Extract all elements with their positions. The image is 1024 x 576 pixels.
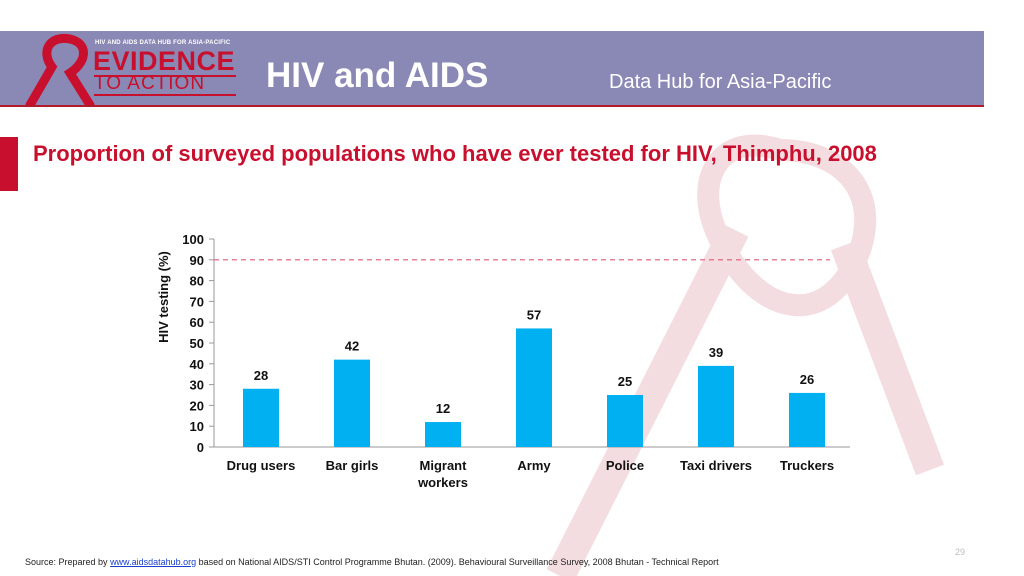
logo-divider-top [94,75,236,77]
data-label: 25 [618,374,632,389]
bar [607,395,643,447]
x-tick-label: Army [517,458,551,473]
bar [243,388,279,447]
red-ribbon-icon [25,33,95,105]
header-subtitle: Data Hub for Asia-Pacific [609,71,832,93]
x-tick-label: Truckers [780,458,834,473]
header-banner: HIV AND AIDS DATA HUB FOR ASIA-PACIFIC E… [0,31,984,107]
x-tick-label: Bar girls [326,458,379,473]
y-tick-label: 30 [190,378,204,393]
bar [698,365,734,447]
evidence-to-action-logo: HIV AND AIDS DATA HUB FOR ASIA-PACIFIC E… [0,31,245,105]
logo-word-evidence: EVIDENCE [93,46,236,76]
x-tick-label: Police [606,458,644,473]
y-tick-label: 80 [190,274,204,289]
chart-title: Proportion of surveyed populations who h… [33,141,877,166]
y-tick-label: 0 [197,440,204,455]
logo-tagline: HIV AND AIDS DATA HUB FOR ASIA-PACIFIC [95,40,231,46]
y-tick-label: 20 [190,398,204,413]
bar-series: 28 42 12 57 25 39 26 [243,307,825,447]
x-axis: Drug users Bar girls Migrant workers Army Pol… [214,446,850,490]
x-tick-label: Taxi drivers [680,458,752,473]
y-tick-label: 90 [190,253,204,268]
source-link[interactable]: www.aidsdatahub.org [110,557,197,567]
logo-word-to-action: TO ACTION [94,73,206,94]
bar [334,359,370,447]
x-tick-label: workers [417,475,468,490]
data-label: 57 [527,307,541,322]
data-label: 42 [345,339,359,354]
bar [425,422,461,447]
x-tick-label: Drug users [227,458,296,473]
y-tick-label: 100 [182,232,204,247]
y-tick-label: 60 [190,315,204,330]
data-label: 12 [436,401,450,416]
source-footer: Source: Prepared by www.aidsdatahub.org … [25,557,719,567]
y-axis: 0 10 20 30 40 50 60 70 80 90 100 [182,232,215,455]
y-tick-label: 50 [190,336,204,351]
y-axis-label: HIV testing (%) [156,251,171,343]
bar [516,328,552,447]
title-marker [0,137,18,191]
bar [789,392,825,447]
logo-divider-bottom [94,94,236,96]
y-tick-label: 40 [190,357,204,372]
y-tick-label: 10 [190,419,204,434]
data-label: 28 [254,368,268,383]
source-suffix: based on National AIDS/STI Control Progr… [196,557,719,567]
data-label: 39 [709,345,723,360]
y-tick-label: 70 [190,294,204,309]
header-title: HIV and AIDS [266,56,489,95]
x-tick-label: Migrant [420,458,468,473]
page-number: 29 [955,547,966,557]
data-label: 26 [800,372,814,387]
source-prefix: Source: Prepared by [25,557,111,567]
